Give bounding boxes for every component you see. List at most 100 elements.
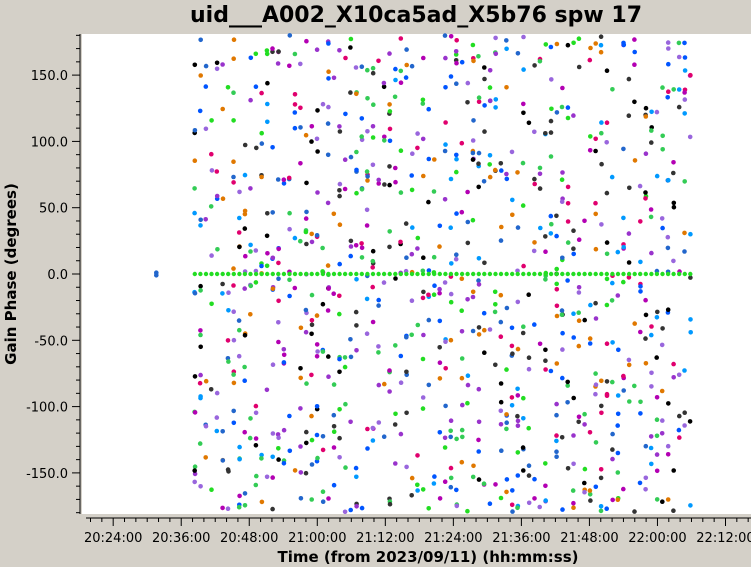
data-point: [382, 138, 387, 143]
data-point: [242, 503, 248, 508]
data-point: [504, 85, 509, 90]
data-point: [571, 505, 576, 511]
data-point: [420, 101, 426, 106]
data-point: [493, 482, 498, 487]
data-point: [559, 104, 565, 110]
data-point: [359, 241, 364, 246]
data-point: [214, 193, 220, 199]
data-point: [515, 225, 521, 230]
data-point: [638, 329, 643, 335]
data-point: [510, 351, 515, 357]
data-point: [337, 311, 342, 317]
data-point: [487, 153, 493, 158]
data-point: [676, 54, 682, 60]
reference-point: [432, 271, 437, 277]
data-point: [359, 187, 365, 192]
data-point: [359, 245, 365, 251]
data-point: [548, 130, 554, 135]
reference-point: [482, 271, 487, 277]
data-point: [632, 383, 637, 389]
data-point: [403, 221, 409, 226]
data-point: [248, 312, 253, 317]
data-point: [198, 288, 203, 293]
data-point: [482, 103, 487, 108]
data-point: [498, 495, 504, 501]
data-point: [314, 313, 320, 318]
data-point: [454, 436, 459, 442]
data-point: [337, 48, 342, 53]
data-point: [304, 429, 309, 435]
reference-point: [649, 271, 654, 277]
data-point: [359, 116, 365, 121]
y-tick-label: -100.0: [26, 401, 68, 416]
data-point: [515, 346, 521, 352]
data-point: [203, 423, 209, 429]
data-point: [482, 65, 487, 70]
data-point: [309, 331, 314, 337]
data-point: [610, 379, 615, 385]
data-point: [343, 111, 348, 117]
data-point: [281, 177, 287, 182]
data-point: [314, 136, 320, 142]
chart-title: uid___A002_X10ca5ad_X5b76 spw 17: [190, 3, 642, 28]
data-point: [292, 102, 298, 107]
data-point: [443, 55, 448, 61]
data-point: [510, 197, 515, 203]
data-point: [537, 341, 543, 347]
data-point: [476, 386, 482, 392]
data-point: [364, 207, 370, 213]
data-point: [315, 349, 320, 354]
data-point: [337, 193, 342, 199]
data-point: [314, 233, 320, 238]
data-point: [571, 500, 576, 506]
data-point: [309, 322, 315, 328]
data-point: [392, 94, 398, 100]
data-point: [559, 199, 565, 204]
data-point: [559, 435, 565, 440]
data-point: [643, 443, 649, 449]
data-point: [387, 389, 392, 394]
data-point: [565, 184, 571, 190]
data-point: [688, 330, 693, 335]
data-point: [286, 175, 292, 181]
data-point: [348, 507, 354, 513]
data-point: [281, 427, 287, 433]
data-point: [365, 174, 370, 179]
data-point: [287, 448, 293, 454]
data-point: [309, 124, 315, 129]
data-point: [638, 284, 643, 289]
data-point: [537, 504, 542, 510]
data-point: [476, 437, 481, 443]
data-point: [454, 169, 459, 175]
data-point: [303, 307, 309, 313]
outlier-point: [154, 273, 159, 278]
data-point: [426, 292, 431, 298]
data-point: [537, 186, 543, 191]
data-point: [515, 423, 521, 429]
data-point: [459, 459, 465, 465]
data-point: [198, 344, 203, 350]
data-point: [198, 73, 203, 78]
data-point: [387, 501, 393, 507]
data-point: [565, 219, 571, 224]
data-point: [231, 174, 236, 180]
data-point: [331, 424, 337, 429]
data-point: [638, 219, 643, 224]
data-point: [226, 308, 231, 313]
data-point: [676, 427, 682, 433]
data-point: [314, 354, 320, 359]
data-point: [354, 348, 359, 353]
reference-point: [476, 271, 481, 277]
data-point: [287, 226, 292, 232]
data-point: [659, 216, 665, 221]
data-point: [298, 375, 304, 381]
data-point: [610, 340, 615, 345]
data-point: [259, 141, 265, 146]
data-point: [281, 461, 287, 466]
data-point: [242, 208, 248, 214]
data-point: [192, 374, 198, 379]
data-point: [214, 390, 220, 396]
data-point: [604, 276, 610, 282]
data-point: [537, 58, 543, 64]
data-point: [448, 74, 454, 79]
